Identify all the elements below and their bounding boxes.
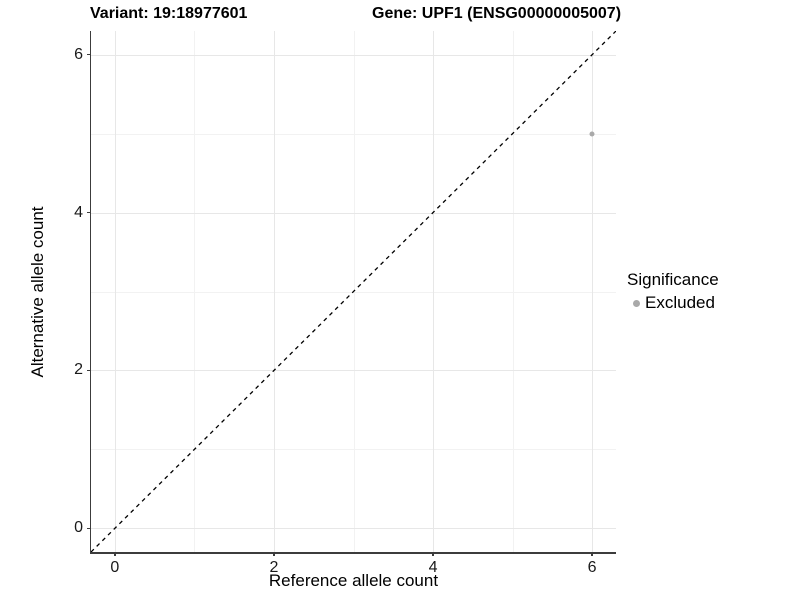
gridline-major-vertical: [592, 31, 594, 552]
gridline-major-vertical: [433, 31, 435, 552]
x-axis-title: Reference allele count: [268, 571, 439, 590]
plot-panel: 0 2 4 6 0 2 4 6: [74, 31, 616, 576]
data-point: [589, 131, 595, 137]
x-axis-tick: [273, 552, 275, 556]
gridline-major-horizontal: [91, 54, 616, 56]
legend-title: Significance: [627, 270, 719, 289]
x-axis-line: [89, 552, 616, 554]
y-axis-tick: [87, 53, 91, 56]
x-axis-tick: [591, 552, 593, 556]
legend-item-excluded: Excluded: [633, 293, 719, 313]
gridline-minor-horizontal: [91, 449, 616, 451]
plot-title-variant: Variant: 19:18977601: [90, 5, 248, 22]
gridline-major-vertical: [114, 31, 116, 552]
x-axis-tick: [432, 552, 434, 556]
x-tick-label: 6: [587, 559, 597, 576]
x-tick-label: 2: [269, 559, 279, 576]
x-axis-tick: [114, 552, 116, 556]
y-tick-label: 4: [74, 203, 83, 221]
y-axis-tick: [87, 211, 91, 214]
x-tick-label: 4: [428, 559, 438, 576]
legend-item-label: Excluded: [645, 293, 715, 312]
y-tick-label: 6: [74, 45, 83, 63]
x-tick-label: 0: [110, 559, 120, 576]
y-axis-line: [89, 31, 91, 554]
plot-title-gene: Gene: UPF1 (ENSG00000005007): [372, 5, 622, 22]
gridline-major-horizontal: [91, 370, 616, 372]
legend-point-marker-icon: [633, 299, 640, 307]
y-axis-title: Alternative allele count: [28, 206, 47, 378]
gridline-major-horizontal: [91, 212, 616, 214]
gridline-minor-horizontal: [91, 133, 616, 135]
legend: Significance Excluded: [627, 270, 719, 313]
identity-dashed-line: [91, 31, 616, 552]
y-axis-tick: [87, 527, 91, 530]
gridline-major-horizontal: [91, 528, 616, 530]
y-axis-tick: [87, 369, 91, 372]
y-tick-label: 2: [74, 361, 83, 379]
y-tick-label: 0: [74, 519, 83, 537]
gridline-major-vertical: [273, 31, 275, 552]
